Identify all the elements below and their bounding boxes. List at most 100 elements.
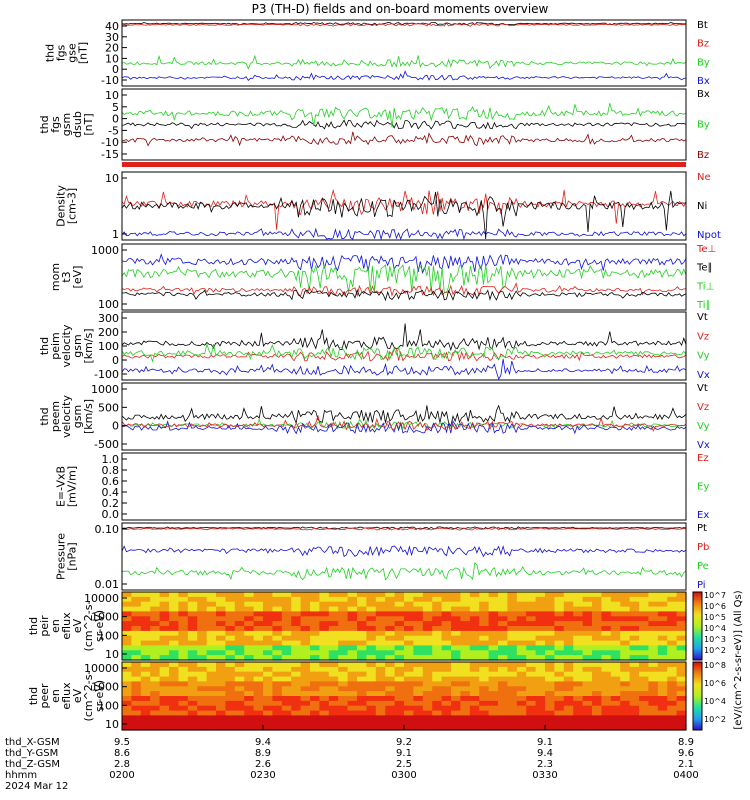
spectrogram-cell	[601, 630, 612, 637]
spectrogram-cell	[394, 601, 405, 608]
spectrogram-cell	[441, 640, 452, 647]
spectrogram-cell	[441, 662, 452, 668]
spectrogram-cell	[375, 671, 386, 678]
spectrogram-cell	[413, 696, 424, 702]
spectrogram-cell	[366, 645, 377, 651]
spectrogram-cell	[281, 715, 292, 721]
spectrogram-cell	[639, 592, 649, 598]
spectrogram-cell	[140, 705, 151, 712]
spectrogram-cell	[563, 696, 574, 702]
spectrogram-cell	[460, 596, 471, 603]
spectrogram-cell	[554, 606, 565, 613]
spectrogram-cell	[535, 691, 546, 697]
spectrogram-cell	[206, 601, 217, 608]
spectrogram-cell	[140, 676, 151, 683]
y-axis-label-line: [nT]	[82, 113, 95, 135]
spectrogram-cell	[159, 691, 170, 697]
spectrogram-cell	[338, 691, 349, 697]
spectrogram-cell	[347, 621, 358, 627]
series-Bt	[121, 21, 687, 26]
spectrogram-cell	[281, 676, 292, 683]
colorbar-tick: 10^5	[704, 613, 726, 622]
colorbar-tick: 10^6	[704, 679, 726, 688]
spectrogram-cell	[375, 640, 386, 647]
spectrogram-cell	[610, 596, 621, 603]
spectrogram-cell	[169, 725, 179, 731]
spectrogram-cell	[244, 621, 255, 627]
spectrogram-cell	[197, 725, 208, 731]
y-axis-label-line: [mV/m]	[66, 466, 79, 507]
spectrogram-cell	[216, 640, 226, 647]
spectrogram-cell	[639, 700, 649, 707]
spectrogram-cell	[582, 596, 593, 603]
spectrogram-cell	[676, 650, 687, 656]
spectrogram-cell	[639, 715, 649, 721]
spectrogram-cell	[441, 666, 452, 673]
spectrogram-cell	[357, 635, 367, 642]
spectrogram-cell	[422, 601, 433, 608]
y-axis-label-line: Density	[55, 185, 68, 227]
spectrogram-cell	[169, 710, 179, 717]
spectrogram-cell	[563, 592, 574, 598]
spectrogram-cell	[366, 696, 377, 702]
spectrogram-cell	[328, 720, 339, 726]
spectrogram-cell	[563, 671, 574, 678]
spectrogram-cell	[629, 650, 640, 656]
y-tick-label: 100	[98, 699, 119, 712]
spectrogram-cell	[620, 606, 631, 613]
spectrogram-cell	[629, 696, 640, 702]
spectrogram-cell	[592, 655, 602, 661]
spectrogram-cell	[488, 691, 499, 697]
spectrogram-cell	[366, 621, 377, 627]
spectrogram-cell	[366, 606, 377, 613]
spectrogram-cell	[131, 611, 142, 617]
spectrogram-cell	[338, 662, 349, 668]
spectrogram-cell	[347, 630, 358, 637]
spectrogram-cell	[338, 720, 349, 726]
spectrogram-cell	[366, 705, 377, 712]
spectrogram-cell	[592, 666, 602, 673]
spectrogram-cell	[469, 686, 480, 692]
spectrogram-cell	[629, 686, 640, 692]
spectrogram-cell	[263, 691, 273, 697]
spectrogram-cell	[648, 650, 659, 656]
spectrogram-cell	[676, 640, 687, 647]
spectrogram-cell	[573, 626, 584, 632]
spectrogram-cell	[347, 635, 358, 642]
spectrogram-cell	[225, 635, 236, 642]
spectrogram-cell	[150, 681, 161, 687]
spectrogram-cell	[300, 666, 311, 673]
spectrogram-cell	[272, 720, 283, 726]
spectrogram-cell	[394, 720, 405, 726]
spectrogram-cell	[357, 592, 367, 598]
spectrogram-cell	[582, 635, 593, 642]
spectrogram-cell	[554, 655, 565, 661]
spectrogram-cell	[319, 626, 330, 632]
spectrogram-cell	[441, 611, 452, 617]
spectrogram-cell	[394, 671, 405, 678]
spectrogram-cell	[385, 710, 396, 717]
spectrogram-cell	[328, 705, 339, 712]
spectrogram-cell	[150, 696, 161, 702]
spectrogram-cell	[234, 630, 245, 637]
spectrogram-cell	[629, 710, 640, 717]
spectrogram-cell	[629, 640, 640, 647]
spectrogram-cell	[676, 710, 687, 717]
spectrogram-cell	[610, 621, 621, 627]
spectrogram-cell	[545, 715, 555, 721]
spectrogram-cell	[526, 666, 537, 673]
spectrogram-cell	[178, 596, 189, 603]
spectrogram-cell	[592, 686, 602, 692]
spectrogram-cell	[385, 640, 396, 647]
spectrogram-cell	[639, 611, 649, 617]
spectrogram-cell	[629, 601, 640, 608]
spectrogram-cell	[469, 662, 480, 668]
spectrogram-cell	[639, 650, 649, 656]
spectrogram-cell	[451, 705, 461, 712]
series-By	[121, 103, 687, 128]
y-tick-label: 0	[112, 63, 119, 76]
spectrogram-cell	[253, 662, 264, 668]
spectrogram-cell	[281, 645, 292, 651]
spectrogram-cell	[507, 635, 518, 642]
